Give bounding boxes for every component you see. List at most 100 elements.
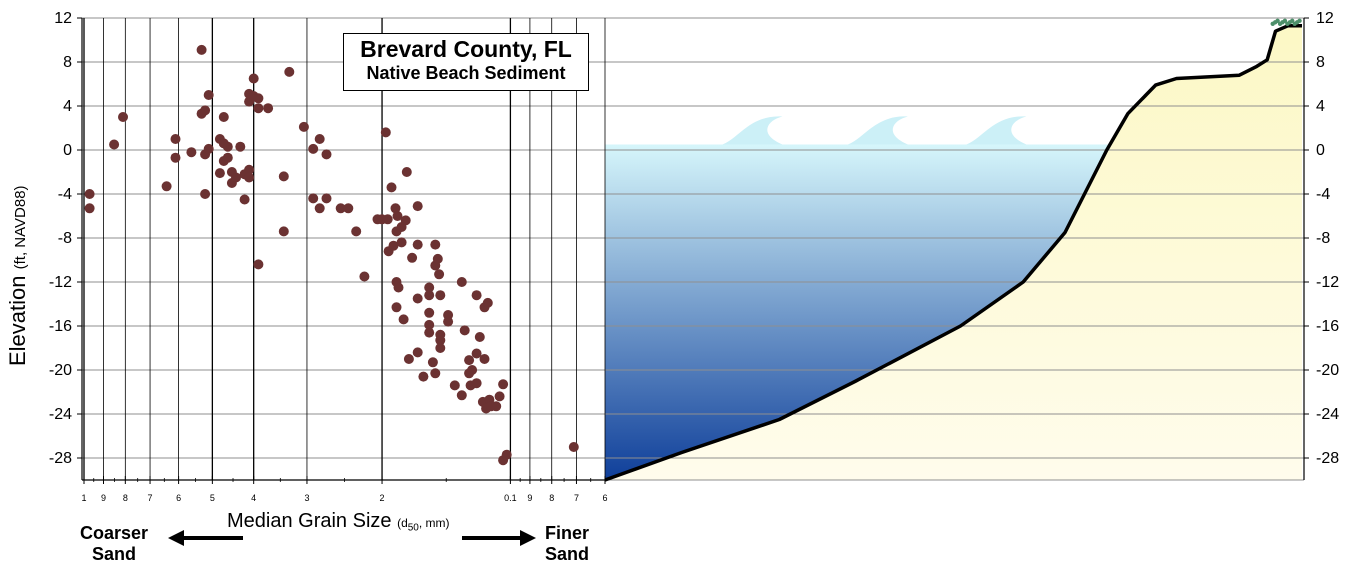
finer-sand-line-2: Sand bbox=[545, 544, 590, 564]
sediment-sample-point bbox=[393, 282, 404, 293]
sediment-sample-point bbox=[321, 149, 332, 160]
vegetation-tuft bbox=[1290, 18, 1295, 23]
y-tick-label-left: -24 bbox=[49, 406, 72, 423]
x-tick-label: 9 bbox=[101, 493, 106, 503]
sediment-sample-point bbox=[392, 211, 403, 221]
sediment-sample-point bbox=[449, 380, 460, 391]
y-tick-label-left: -4 bbox=[58, 186, 72, 203]
sediment-sample-point bbox=[459, 325, 470, 336]
y-tick-label-right: -28 bbox=[1316, 450, 1339, 467]
sediment-sample-point bbox=[253, 103, 264, 114]
sediment-sample-point bbox=[308, 193, 319, 204]
x-axis-label-main: Median Grain Size bbox=[227, 510, 398, 532]
vegetation-tuft bbox=[1282, 18, 1288, 23]
beach-sand-fill bbox=[605, 25, 1302, 480]
y-tick-label-left: 4 bbox=[63, 98, 72, 115]
y-tick-label-right: -24 bbox=[1316, 406, 1339, 423]
sediment-sample-point bbox=[471, 290, 482, 301]
x-tick-label: 5 bbox=[210, 493, 215, 503]
sediment-sample-point bbox=[430, 368, 441, 379]
sediment-sample-point bbox=[314, 134, 325, 144]
sediment-sample-point bbox=[424, 282, 435, 293]
y-tick-label-left: -28 bbox=[49, 450, 72, 467]
sediment-sample-point bbox=[388, 240, 399, 251]
grid-layer bbox=[82, 17, 1304, 481]
sediment-sample-point bbox=[403, 354, 414, 364]
chart-subtitle: Native Beach Sediment bbox=[366, 63, 566, 83]
sediment-sample-point bbox=[390, 203, 401, 214]
sediment-sample-point bbox=[424, 319, 435, 330]
wave-crests bbox=[722, 116, 1027, 145]
sediment-sample-point bbox=[418, 371, 429, 382]
sediment-sample-point bbox=[244, 172, 255, 183]
sediment-sample-point bbox=[482, 297, 493, 308]
sediment-sample-point bbox=[412, 347, 423, 358]
coarser-sand-line-1: Coarser bbox=[80, 523, 149, 543]
sediment-sample-point bbox=[432, 253, 443, 264]
x-tick-label: 7 bbox=[148, 493, 153, 503]
axes-layer: 12 128 84 40 0-4 -4-8 -8-12 -12-16 -16-20 -20-24-… bbox=[49, 10, 1339, 546]
sediment-sample-point bbox=[248, 73, 259, 84]
x-tick-label: 0.1 bbox=[504, 493, 517, 503]
sediment-sample-point bbox=[407, 252, 418, 263]
sediment-sample-point bbox=[186, 147, 197, 158]
wave-crest-1 bbox=[722, 116, 783, 145]
sediment-sample-point bbox=[170, 152, 181, 163]
profile-fill-layer bbox=[605, 25, 1302, 480]
sediment-sample-point bbox=[253, 93, 264, 104]
beach-profile-line bbox=[604, 23, 1302, 482]
sediment-sample-point bbox=[235, 141, 246, 152]
y-tick-label-right: 4 bbox=[1316, 98, 1325, 115]
coarser-arrow-head bbox=[168, 530, 184, 546]
sediment-sample-point bbox=[474, 332, 485, 342]
x-tick-label: 3 bbox=[304, 493, 309, 503]
sediment-sample-point bbox=[222, 152, 233, 163]
y-tick-label-right: 0 bbox=[1316, 142, 1325, 159]
finer-sand-line-1: Finer bbox=[545, 523, 590, 543]
sediment-sample-point bbox=[203, 90, 214, 100]
sediment-sample-point bbox=[568, 442, 579, 452]
points-layer bbox=[84, 44, 579, 466]
x-tick-label: 1 bbox=[81, 493, 86, 503]
sediment-sample-point bbox=[239, 194, 250, 205]
y-tick-label-left: -12 bbox=[49, 274, 72, 291]
y-tick-label-right: -8 bbox=[1316, 230, 1330, 247]
sediment-sample-point bbox=[170, 134, 181, 144]
y-tick-label-left: -20 bbox=[49, 362, 72, 379]
x-tick-label: 6 bbox=[602, 493, 607, 503]
wave-crest-3 bbox=[966, 116, 1027, 145]
sediment-sample-point bbox=[467, 365, 478, 375]
sediment-sample-point bbox=[253, 259, 264, 270]
sediment-sample-point bbox=[435, 343, 446, 353]
sediment-sample-point bbox=[491, 401, 502, 412]
sediment-sample-point bbox=[424, 307, 435, 318]
sediment-sample-point bbox=[435, 335, 446, 346]
sediment-sample-point bbox=[203, 143, 214, 154]
x-tick-label: 2 bbox=[380, 493, 385, 503]
coarser-sand-label: Coarser Sand bbox=[80, 523, 148, 565]
sediment-sample-point bbox=[412, 293, 423, 304]
sediment-sample-point bbox=[434, 269, 445, 280]
sediment-sample-point bbox=[396, 237, 407, 248]
sediment-sample-point bbox=[479, 354, 490, 364]
coarser-sand-line-2: Sand bbox=[92, 544, 137, 564]
sediment-sample-point bbox=[386, 182, 397, 193]
sediment-sample-point bbox=[298, 121, 309, 132]
vegetation-tuft bbox=[1275, 18, 1280, 23]
y-axis-label-main: Elevation bbox=[5, 269, 30, 366]
sediment-sample-point bbox=[398, 314, 409, 325]
sediment-sample-point bbox=[443, 316, 454, 327]
sediment-sample-point bbox=[222, 141, 233, 152]
y-tick-label-right: 12 bbox=[1316, 10, 1334, 27]
sediment-sample-point bbox=[284, 66, 295, 77]
x-tick-label: 8 bbox=[123, 493, 128, 503]
sediment-sample-point bbox=[231, 172, 241, 183]
sediment-sample-point bbox=[84, 203, 95, 214]
y-tick-label-left: 8 bbox=[63, 54, 72, 71]
sediment-sample-point bbox=[321, 193, 332, 204]
sediment-sample-point bbox=[278, 171, 289, 182]
x-tick-label: 4 bbox=[251, 493, 256, 503]
sediment-sample-point bbox=[382, 214, 393, 225]
y-tick-label-right: -4 bbox=[1316, 186, 1330, 203]
